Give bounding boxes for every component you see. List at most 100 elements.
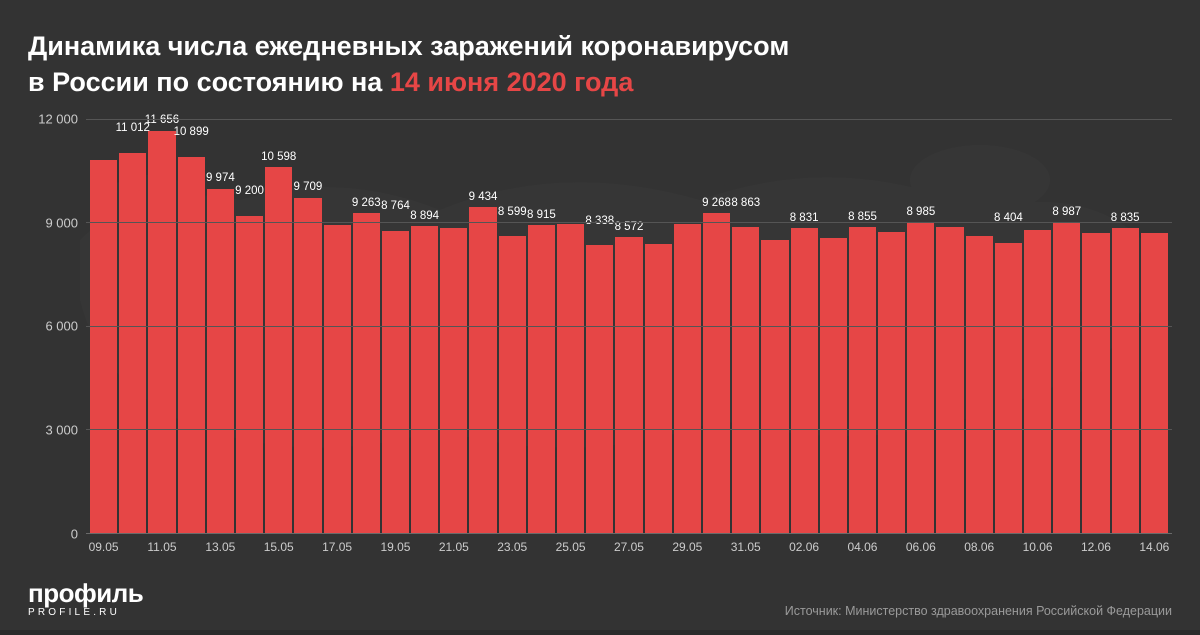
x-tick-column: 12.06 (1082, 534, 1109, 562)
bar-value-label: 11 656 (145, 115, 179, 127)
bar (528, 225, 555, 533)
bar (586, 245, 613, 533)
x-tick-column (1053, 534, 1080, 562)
x-tick-label: 08.06 (964, 540, 994, 554)
bar (207, 189, 234, 533)
x-tick-label: 04.06 (847, 540, 877, 554)
x-axis: 09.05 11.05 13.05 15.05 17.05 19.05 21.05 23.05… (86, 534, 1172, 562)
bar (324, 225, 351, 533)
bar (791, 228, 818, 533)
x-tick-label: 13.05 (205, 540, 235, 554)
x-tick-column (236, 534, 263, 562)
bar-value-label: 10 598 (261, 152, 296, 164)
x-tick-column: 21.05 (440, 534, 467, 562)
y-tick-label: 6 000 (45, 319, 78, 334)
bar-value-label: 8 863 (731, 198, 760, 210)
x-tick-label: 15.05 (264, 540, 294, 554)
gridline (86, 119, 1172, 120)
x-tick-column: 15.05 (265, 534, 292, 562)
x-tick-column (645, 534, 672, 562)
bar (294, 198, 321, 533)
plot-area: 11 01211 65610 8999 9749 20010 5989 7099… (86, 119, 1172, 534)
bar (995, 243, 1022, 533)
x-tick-label: 25.05 (556, 540, 586, 554)
x-tick-label: 29.05 (672, 540, 702, 554)
x-tick-column: 06.06 (907, 534, 934, 562)
x-tick-column (1112, 534, 1139, 562)
bar (440, 228, 467, 533)
bar (1024, 230, 1051, 533)
bar-value-label: 9 200 (235, 186, 264, 198)
x-tick-label: 31.05 (731, 540, 761, 554)
bar (236, 216, 263, 533)
bar-value-label: 8 572 (615, 222, 644, 234)
logo-sub: PROFILE.RU (28, 608, 143, 618)
logo: профиль PROFILE.RU (28, 580, 143, 618)
x-tick-label: 23.05 (497, 540, 527, 554)
bar (849, 227, 876, 533)
x-tick-column: 17.05 (324, 534, 351, 562)
x-tick-label: 06.06 (906, 540, 936, 554)
bar (1053, 223, 1080, 533)
chart-title: Динамика числа ежедневных заражений коро… (28, 28, 1172, 101)
bar-value-label: 10 899 (174, 127, 209, 139)
bar (703, 213, 730, 533)
bar (878, 232, 905, 533)
y-axis: 03 0006 0009 00012 000 (34, 119, 86, 534)
title-line2-before: в России по состоянию на (28, 67, 390, 97)
y-tick-label: 9 000 (45, 215, 78, 230)
bar (499, 236, 526, 533)
x-tick-column: 25.05 (557, 534, 584, 562)
x-tick-column: 11.05 (148, 534, 175, 562)
bar (615, 237, 642, 533)
x-tick-column: 10.06 (1024, 534, 1051, 562)
x-tick-label: 02.06 (789, 540, 819, 554)
footer: профиль PROFILE.RU Источник: Министерств… (28, 562, 1172, 618)
bar (761, 240, 788, 533)
bar-value-label: 9 268 (702, 198, 731, 210)
x-tick-column (703, 534, 730, 562)
x-tick-column: 27.05 (615, 534, 642, 562)
x-tick-column (353, 534, 380, 562)
gridline (86, 429, 1172, 430)
bar (557, 224, 584, 533)
x-tick-column (411, 534, 438, 562)
bar (119, 153, 146, 533)
x-tick-label: 12.06 (1081, 540, 1111, 554)
x-tick-column (995, 534, 1022, 562)
bar-value-label: 9 974 (206, 173, 235, 185)
bar-value-label: 8 915 (527, 210, 556, 222)
bar (1112, 228, 1139, 533)
x-tick-label: 19.05 (380, 540, 410, 554)
x-tick-label: 11.05 (147, 540, 176, 554)
x-tick-column: 04.06 (849, 534, 876, 562)
x-tick-column: 02.06 (791, 534, 818, 562)
logo-main: профиль (28, 580, 143, 606)
bar-value-label: 8 894 (410, 211, 439, 223)
x-tick-column: 31.05 (732, 534, 759, 562)
bar-value-label: 9 263 (352, 198, 381, 210)
bar (469, 207, 496, 533)
x-tick-column: 08.06 (966, 534, 993, 562)
y-tick-label: 12 000 (38, 111, 78, 126)
x-tick-column: 09.05 (90, 534, 117, 562)
x-tick-label: 21.05 (439, 540, 469, 554)
bar (148, 131, 175, 533)
x-tick-column (936, 534, 963, 562)
bar (820, 238, 847, 533)
bar-value-label: 8 599 (498, 207, 527, 219)
bar (645, 244, 672, 533)
bar (178, 157, 205, 533)
x-tick-label: 14.06 (1139, 540, 1169, 554)
bar (1082, 233, 1109, 533)
bar-value-label: 8 985 (906, 207, 935, 219)
x-tick-column: 14.06 (1141, 534, 1168, 562)
title-line1: Динамика числа ежедневных заражений коро… (28, 31, 789, 61)
x-tick-label: 17.05 (322, 540, 352, 554)
bar (966, 236, 993, 533)
bar (936, 227, 963, 533)
x-tick-column: 19.05 (382, 534, 409, 562)
x-tick-column (820, 534, 847, 562)
x-tick-label: 10.06 (1023, 540, 1053, 554)
source-text: Источник: Министерство здравоохранения Р… (785, 604, 1172, 618)
